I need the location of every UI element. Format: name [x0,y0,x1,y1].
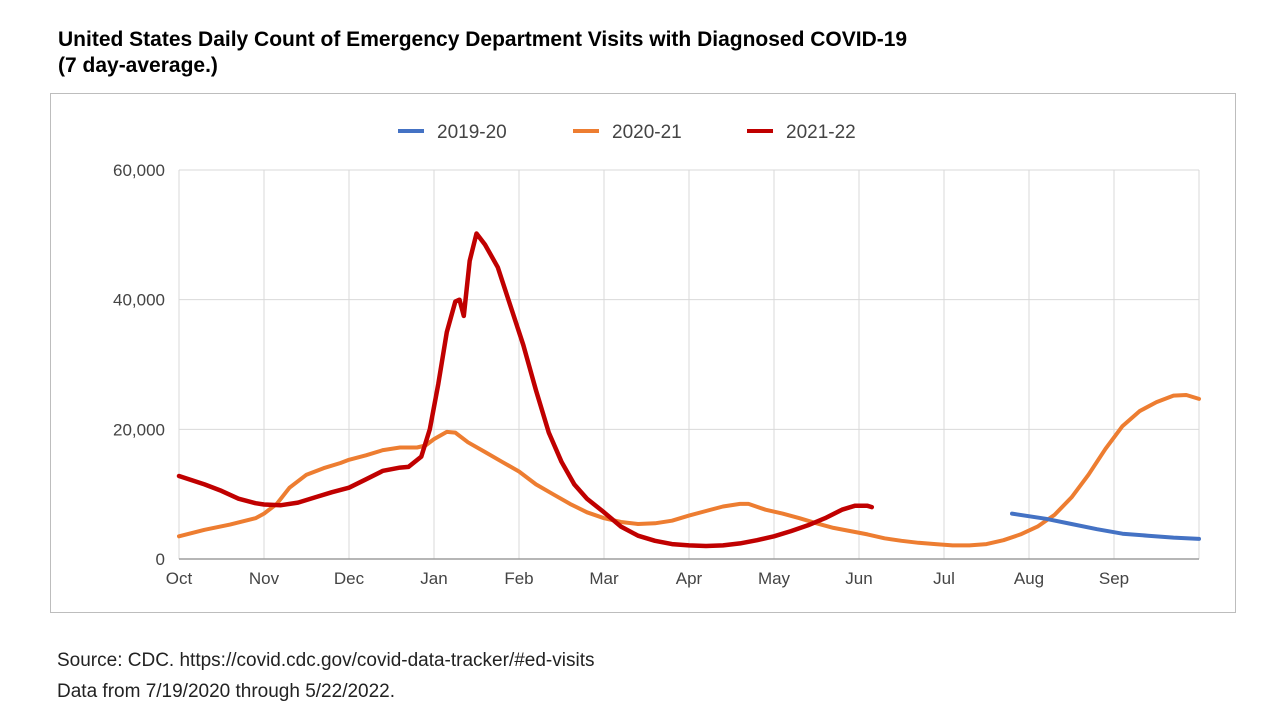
x-tick-label: Mar [589,569,619,588]
x-tick-label: Oct [166,569,193,588]
x-tick-label: May [758,569,791,588]
series-line-2021-22 [176,231,875,549]
legend-label-2021-22: 2021-22 [786,122,856,143]
x-tick-label: Nov [249,569,280,588]
y-tick-label: 0 [156,550,165,569]
legend-label-2019-20: 2019-20 [437,122,507,143]
x-tick-label: Jul [933,569,955,588]
source-note: Source: CDC. https://covid.cdc.gov/covid… [57,645,594,707]
x-tick-label: Feb [504,569,533,588]
x-tick-label: Jan [420,569,447,588]
chart-frame [50,93,1236,613]
chart-title-line-2: (7 day-average.) [58,54,218,77]
x-tick-label: Apr [676,569,703,588]
series-line-2019-20 [1010,511,1201,541]
x-tick-label: Sep [1099,569,1129,588]
x-tick-label: Jun [845,569,872,588]
y-tick-label: 40,000 [113,291,165,310]
y-tick-label: 20,000 [113,420,165,439]
x-tick-label: Aug [1014,569,1044,588]
series-line-2020-21 [177,393,1201,548]
legend-label-2020-21: 2020-21 [612,122,682,143]
chart-title-line-1: United States Daily Count of Emergency D… [58,28,908,51]
source-line: Source: CDC. https://covid.cdc.gov/covid… [57,650,595,671]
data-range-line: Data from 7/19/2020 through 5/22/2022. [57,681,396,702]
x-tick-label: Dec [334,569,365,588]
y-tick-label: 60,000 [113,161,165,180]
chart-title: United States Daily Count of Emergency D… [58,27,1238,79]
